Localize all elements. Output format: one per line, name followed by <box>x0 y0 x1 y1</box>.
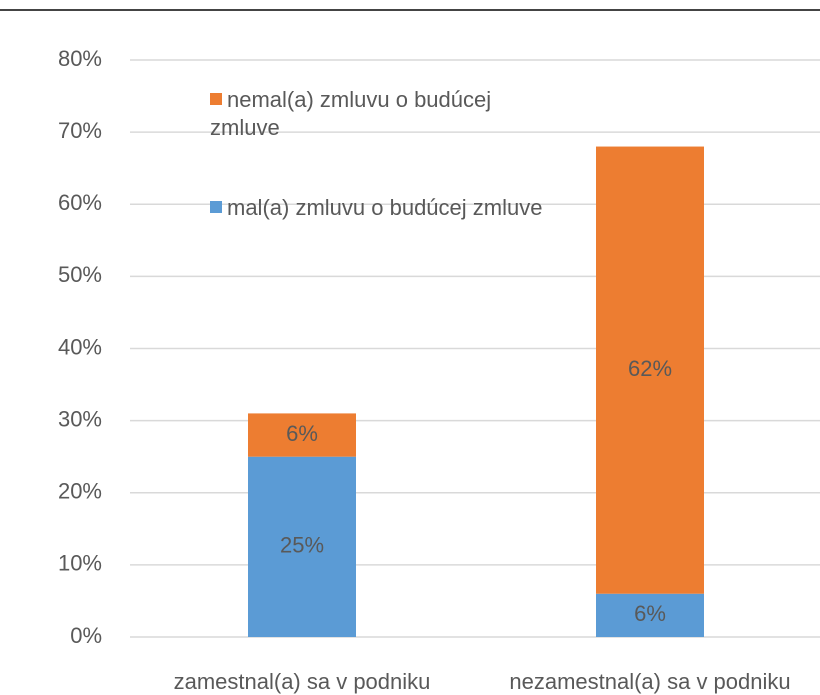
bar-segment <box>596 593 704 637</box>
y-tick-label: 60% <box>58 190 102 215</box>
legend-item: nemal(a) zmluvu o budúcej zmluve <box>210 86 550 142</box>
y-tick-label: 0% <box>70 623 102 648</box>
data-label: 25% <box>280 533 324 558</box>
y-tick-label: 40% <box>58 334 102 359</box>
data-label: 62% <box>628 356 672 381</box>
y-tick-label: 20% <box>58 479 102 504</box>
legend-item: mal(a) zmluvu o budúcej zmluve <box>210 194 630 222</box>
y-tick-label: 80% <box>58 46 102 71</box>
bar-segment <box>248 413 356 457</box>
legend-label: nemal(a) zmluvu o budúcej zmluve <box>210 87 492 140</box>
y-tick-label: 70% <box>58 118 102 143</box>
y-tick-label: 30% <box>58 406 102 431</box>
x-tick-label: nezamestnal(a) sa v podniku <box>509 669 790 694</box>
data-label: 6% <box>634 601 666 626</box>
y-tick-label: 10% <box>58 551 102 576</box>
x-tick-label: zamestnal(a) sa v podniku <box>174 669 431 694</box>
bar-segment <box>596 146 704 594</box>
data-label: 6% <box>286 421 318 446</box>
legend-label: mal(a) zmluvu o budúcej zmluve <box>227 195 543 220</box>
legend-swatch <box>210 93 222 105</box>
legend-swatch <box>210 201 222 213</box>
bar-segment <box>248 456 356 637</box>
y-tick-label: 50% <box>58 262 102 287</box>
